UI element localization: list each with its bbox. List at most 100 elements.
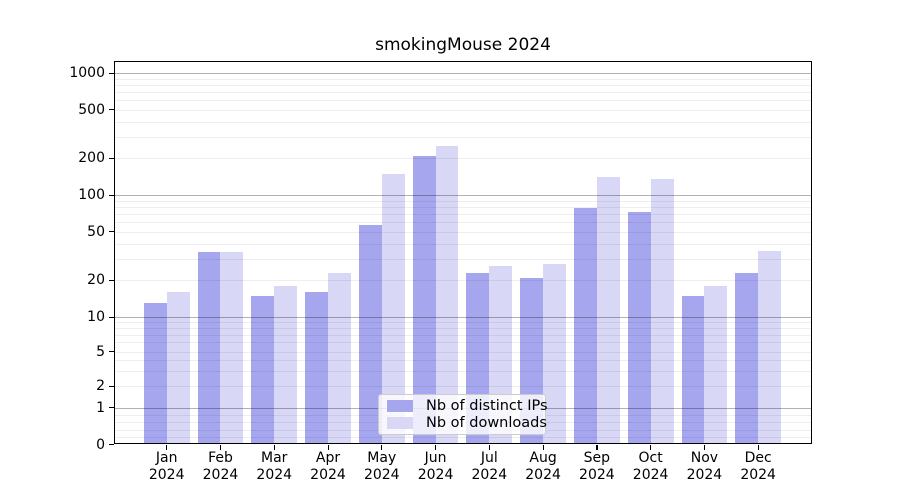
x-tick-label-jan: Jan 2024 bbox=[148, 450, 185, 483]
bar-nov-downloads bbox=[704, 285, 728, 444]
y-tick-label-20: 20 bbox=[87, 272, 105, 289]
gridline-200 bbox=[114, 158, 812, 160]
gridline-900 bbox=[114, 78, 812, 80]
x-tick-label-apr: Apr 2024 bbox=[310, 450, 346, 483]
x-tick-label-oct: Oct 2024 bbox=[632, 450, 669, 483]
bar-apr-downloads bbox=[328, 272, 351, 444]
gridline-4 bbox=[114, 359, 812, 361]
gridline-70 bbox=[114, 213, 812, 215]
x-tick-mark-aug bbox=[542, 445, 544, 450]
gridline-1000 bbox=[114, 73, 812, 74]
gridline-10 bbox=[114, 317, 812, 318]
y-tick-mark bbox=[109, 444, 114, 446]
x-tick-mark-mar bbox=[273, 445, 275, 450]
legend-swatch-downloads bbox=[387, 417, 413, 430]
x-tick-label-jul: Jul 2024 bbox=[471, 450, 508, 483]
bar-feb-distinct-ips bbox=[197, 252, 221, 444]
gridline-700 bbox=[114, 91, 812, 93]
bar-jun-distinct-ips bbox=[412, 155, 436, 444]
gridline-6 bbox=[114, 342, 812, 344]
x-tick-label-dec: Dec 2024 bbox=[740, 450, 776, 483]
bar-jun-downloads bbox=[435, 146, 459, 444]
bar-sep-downloads bbox=[596, 177, 620, 444]
bar-mar-downloads bbox=[274, 285, 298, 444]
chart-title: smokingMouse 2024 bbox=[375, 35, 551, 55]
y-tick-mark bbox=[109, 157, 114, 159]
bar-mar-distinct-ips bbox=[251, 295, 275, 444]
y-tick-mark bbox=[109, 351, 114, 353]
y-tick-label-200: 200 bbox=[78, 150, 105, 167]
x-tick-mark-may bbox=[381, 445, 383, 450]
legend-row-distinct-ips: Nb of distinct IPs bbox=[387, 398, 548, 414]
y-tick-label-1: 1 bbox=[96, 399, 105, 416]
x-tick-label-mar: Mar 2024 bbox=[256, 450, 293, 483]
plot-area bbox=[114, 61, 812, 444]
y-tick-mark bbox=[109, 109, 114, 111]
y-tick-label-100: 100 bbox=[78, 187, 105, 203]
x-tick-mark-jul bbox=[488, 445, 490, 450]
y-tick-mark bbox=[109, 385, 114, 387]
x-tick-mark-sep bbox=[596, 445, 598, 450]
y-tick-mark bbox=[109, 231, 114, 233]
x-tick-mark-dec bbox=[757, 445, 759, 450]
y-tick-mark bbox=[109, 194, 114, 196]
x-tick-mark-oct bbox=[650, 445, 652, 450]
bar-apr-distinct-ips bbox=[305, 292, 328, 444]
x-tick-label-jun: Jun 2024 bbox=[417, 450, 454, 483]
bar-may-distinct-ips bbox=[358, 224, 382, 444]
bar-oct-downloads bbox=[650, 179, 674, 444]
gridline-500 bbox=[114, 109, 812, 111]
bar-oct-distinct-ips bbox=[627, 212, 651, 444]
y-tick-label-50: 50 bbox=[87, 223, 105, 240]
gridline-800 bbox=[114, 84, 812, 86]
gridline-40 bbox=[114, 243, 812, 245]
x-tick-label-sep: Sep 2024 bbox=[579, 450, 615, 483]
x-tick-mark-apr bbox=[327, 445, 329, 450]
legend-row-downloads: Nb of downloads bbox=[387, 415, 547, 431]
x-tick-label-may: May 2024 bbox=[363, 450, 400, 483]
gridline-80 bbox=[114, 206, 812, 208]
y-tick-mark bbox=[109, 407, 114, 409]
gridline-9 bbox=[114, 322, 812, 324]
gridline-0.2 bbox=[114, 437, 812, 439]
x-tick-label-aug: Aug 2024 bbox=[525, 450, 561, 483]
bar-jan-downloads bbox=[166, 292, 190, 444]
x-tick-mark-jun bbox=[435, 445, 437, 450]
y-tick-label-2: 2 bbox=[96, 378, 105, 394]
gridline-100 bbox=[114, 195, 812, 196]
bar-feb-downloads bbox=[220, 252, 244, 444]
gridline-50 bbox=[114, 231, 812, 233]
y-tick-mark bbox=[109, 316, 114, 318]
bar-nov-distinct-ips bbox=[681, 295, 705, 444]
legend-label-downloads: Nb of downloads bbox=[426, 415, 547, 432]
x-tick-label-feb: Feb 2024 bbox=[202, 450, 239, 483]
gridline-30 bbox=[114, 258, 812, 260]
gridline-7 bbox=[114, 334, 812, 336]
bar-dec-distinct-ips bbox=[735, 272, 759, 444]
x-tick-mark-feb bbox=[219, 445, 222, 450]
gridline-60 bbox=[114, 222, 812, 224]
bar-may-downloads bbox=[381, 174, 405, 444]
x-tick-mark-jan bbox=[166, 445, 168, 450]
y-tick-label-10: 10 bbox=[87, 309, 105, 325]
gridline-5 bbox=[114, 351, 812, 353]
x-tick-label-nov: Nov 2024 bbox=[686, 450, 723, 483]
y-tick-mark bbox=[109, 279, 114, 281]
x-tick-mark-nov bbox=[703, 445, 706, 450]
gridline-600 bbox=[114, 100, 812, 102]
gridline-300 bbox=[114, 136, 812, 138]
gridline-90 bbox=[114, 200, 812, 202]
legend-swatch-distinct-ips bbox=[387, 399, 413, 412]
gridline-8 bbox=[114, 328, 812, 330]
bar-aug-downloads bbox=[543, 264, 566, 444]
bar-jan-distinct-ips bbox=[143, 303, 167, 444]
y-tick-label-500: 500 bbox=[78, 101, 105, 118]
y-tick-label-1000: 1000 bbox=[69, 65, 105, 81]
y-tick-label-5: 5 bbox=[96, 343, 105, 360]
gridline-400 bbox=[114, 121, 812, 123]
gridline-20 bbox=[114, 280, 812, 282]
gridline-2 bbox=[114, 386, 812, 387]
y-tick-mark bbox=[109, 72, 114, 74]
legend: Nb of distinct IPs Nb of downloads bbox=[378, 394, 548, 435]
